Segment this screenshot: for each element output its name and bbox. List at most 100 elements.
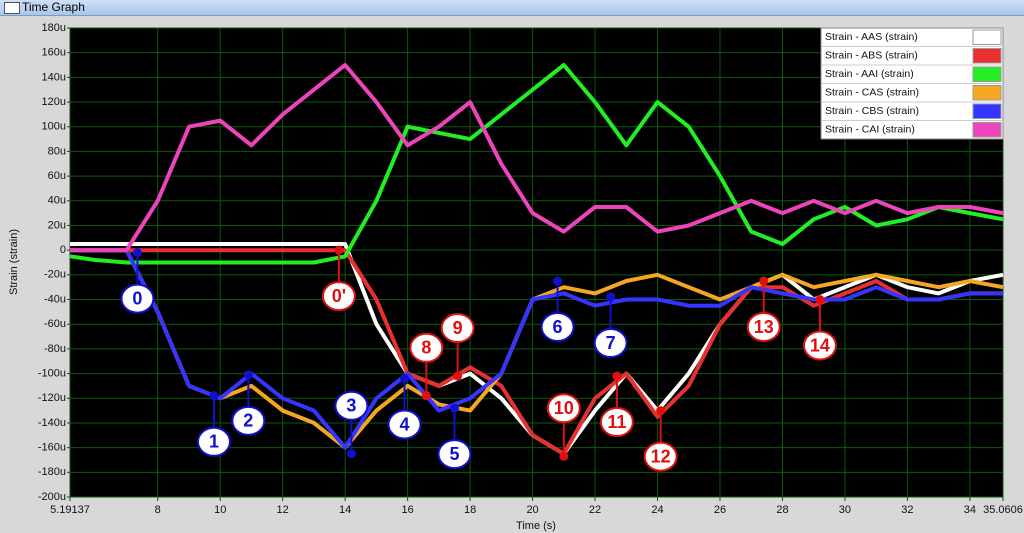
legend-label: Strain - CBS (strain) <box>825 105 919 117</box>
x-tick-label: 30 <box>839 504 851 516</box>
annotation-label: 5 <box>449 444 459 464</box>
annotation-label: 4 <box>399 414 409 434</box>
annotation-point <box>559 451 569 461</box>
x-tick-label: 22 <box>589 504 601 516</box>
annotation-badge <box>746 312 781 343</box>
annotation-label: 12 <box>651 446 671 466</box>
annotation-badge <box>321 281 356 312</box>
legend-label: Strain - ABS (strain) <box>825 50 918 62</box>
annotation-badge <box>387 409 422 440</box>
annotation-badge <box>599 407 634 438</box>
x-tick-label: 24 <box>651 504 663 516</box>
legend-label: Strain - CAS (strain) <box>825 87 919 99</box>
legend-swatch <box>972 122 1002 138</box>
annotation-label: 10 <box>554 398 574 418</box>
annotation-label: 0' <box>332 286 346 306</box>
y-tick-label: -180u <box>38 466 66 478</box>
y-tick-label: 140u <box>42 71 66 83</box>
annotation-badge <box>440 313 475 344</box>
legend-swatch <box>972 29 1002 45</box>
x-tick-label: 8 <box>155 504 161 516</box>
y-tick-label: 60u <box>48 170 66 182</box>
series-line <box>70 248 1003 450</box>
annotation-badge <box>409 332 444 363</box>
y-tick-label: 20u <box>48 219 66 231</box>
x-axis-label: Time (s) <box>516 520 556 532</box>
annotation-point <box>449 403 459 413</box>
annotation-label: 14 <box>810 335 830 355</box>
legend-label: Strain - CAI (strain) <box>825 124 915 136</box>
x-tick-label: 35.0606 <box>983 504 1023 516</box>
annotation-label: 7 <box>606 333 616 353</box>
y-tick-label: -80u <box>44 343 66 355</box>
annotation-point <box>612 371 622 381</box>
y-axis-label: Strain (strain) <box>8 229 20 295</box>
annotation-point <box>243 370 253 380</box>
window-icon <box>4 2 20 14</box>
annotation-badge <box>540 312 575 343</box>
annotation-label: 11 <box>607 412 626 432</box>
annotation-point <box>334 245 344 255</box>
annotation-badge <box>334 390 369 421</box>
annotation-point <box>346 449 356 459</box>
annotation-label: 0 <box>132 288 142 308</box>
window-title: Time Graph <box>22 0 85 14</box>
annotation-label: 6 <box>553 317 563 337</box>
series-line <box>70 248 1003 456</box>
legend-swatch <box>972 103 1002 119</box>
annotation-label: 3 <box>346 396 356 416</box>
annotation-point <box>132 248 142 258</box>
x-tick-label: 5.19137 <box>50 504 90 516</box>
x-tick-label: 28 <box>776 504 788 516</box>
annotation-point <box>606 292 616 302</box>
x-tick-label: 34 <box>964 504 976 516</box>
y-tick-label: -100u <box>38 367 66 379</box>
legend-swatch <box>972 85 1002 101</box>
annotation-badge <box>802 330 837 361</box>
x-tick-label: 18 <box>464 504 476 516</box>
legend-swatch <box>972 66 1002 82</box>
annotation-point <box>453 371 463 381</box>
annotation-point <box>553 276 563 286</box>
chart: Strain (strain) Time (s) -200u -180u -160u… <box>8 22 1023 532</box>
y-tick-label: -20u <box>44 269 66 281</box>
annotation-point <box>815 295 825 305</box>
annotation-badge <box>120 283 155 314</box>
y-tick-label: 120u <box>42 96 66 108</box>
x-tick-label: 12 <box>277 504 289 516</box>
y-tick-label: 100u <box>42 121 66 133</box>
title-bar: Time Graph <box>0 0 1024 16</box>
y-tick-label: 160u <box>42 47 66 59</box>
y-tick-label: 40u <box>48 195 66 207</box>
annotation-badge <box>437 439 472 470</box>
series-line <box>69 63 1004 265</box>
annotation-label: 13 <box>754 317 774 337</box>
legend-swatch <box>972 48 1002 64</box>
x-tick-label: 16 <box>401 504 413 516</box>
annotation-badge <box>643 441 678 472</box>
y-tick-label: -40u <box>44 293 66 305</box>
y-tick-label: 0 <box>60 244 66 256</box>
series-line <box>70 63 1004 253</box>
annotation-point <box>209 391 219 401</box>
x-tick-label: 20 <box>526 504 538 516</box>
annotation-label: 9 <box>453 318 463 338</box>
annotation-point <box>421 391 431 401</box>
annotation-point <box>399 374 409 384</box>
y-tick-label: 180u <box>42 22 66 34</box>
x-tick-label: 14 <box>339 504 351 516</box>
y-tick-label: -120u <box>38 392 66 404</box>
x-tick-label: 26 <box>714 504 726 516</box>
y-tick-label: -200u <box>38 491 66 503</box>
y-tick-label: 80u <box>48 145 66 157</box>
annotation-point <box>759 276 769 286</box>
annotation-label: 8 <box>421 338 431 358</box>
annotation-badge <box>593 328 628 359</box>
annotation-badge <box>196 426 231 457</box>
annotation-badge <box>546 393 581 424</box>
y-tick-label: -60u <box>44 318 66 330</box>
annotation-label: 2 <box>243 411 253 431</box>
x-tick-label: 10 <box>214 504 226 516</box>
annotation-badge <box>231 405 266 436</box>
